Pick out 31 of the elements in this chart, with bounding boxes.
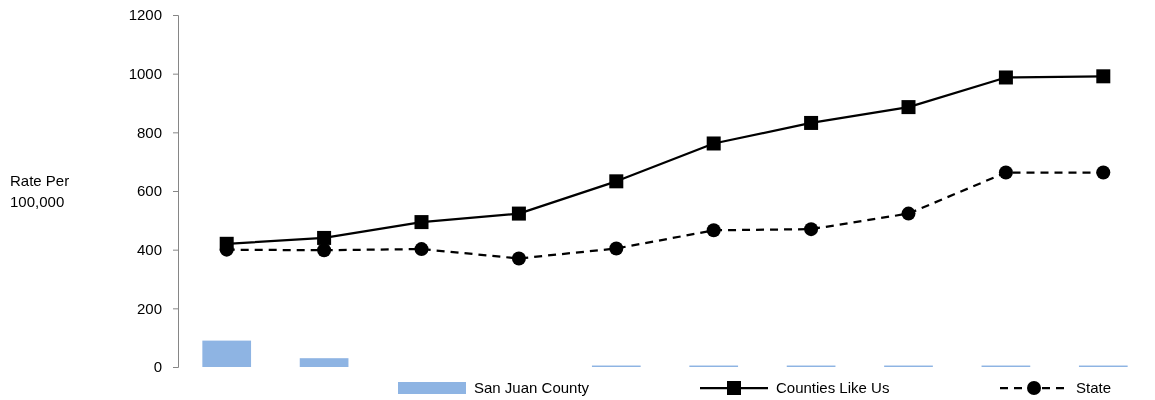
y-tick-label: 1000 <box>128 64 162 82</box>
legend-label: State <box>1076 379 1112 396</box>
point <box>998 165 1013 180</box>
point <box>706 136 721 151</box>
point <box>804 222 819 237</box>
y-tick-label: 0 <box>153 358 162 376</box>
point <box>609 241 624 256</box>
point <box>998 70 1013 85</box>
legend-label: San Juan County <box>474 379 590 396</box>
point <box>317 243 332 258</box>
y-tick-label: 1200 <box>128 6 162 24</box>
point <box>609 174 624 189</box>
point <box>511 206 526 221</box>
point <box>706 223 721 238</box>
point <box>1096 165 1111 180</box>
point <box>901 206 916 221</box>
point <box>414 215 429 230</box>
bar <box>202 340 252 367</box>
point <box>901 100 916 115</box>
point <box>804 115 819 130</box>
legend-label: Counties Like Us <box>776 379 890 396</box>
y-axis-title: Rate Per 100,000 <box>10 172 70 210</box>
bar <box>299 358 349 367</box>
point <box>511 251 526 266</box>
point <box>317 230 332 245</box>
y-tick-label: 200 <box>136 299 162 317</box>
y-tick-label: 400 <box>136 240 162 258</box>
y-tick-label: 600 <box>136 182 162 200</box>
point <box>1096 69 1111 84</box>
point <box>414 242 429 257</box>
y-tick-label: 800 <box>136 123 162 141</box>
